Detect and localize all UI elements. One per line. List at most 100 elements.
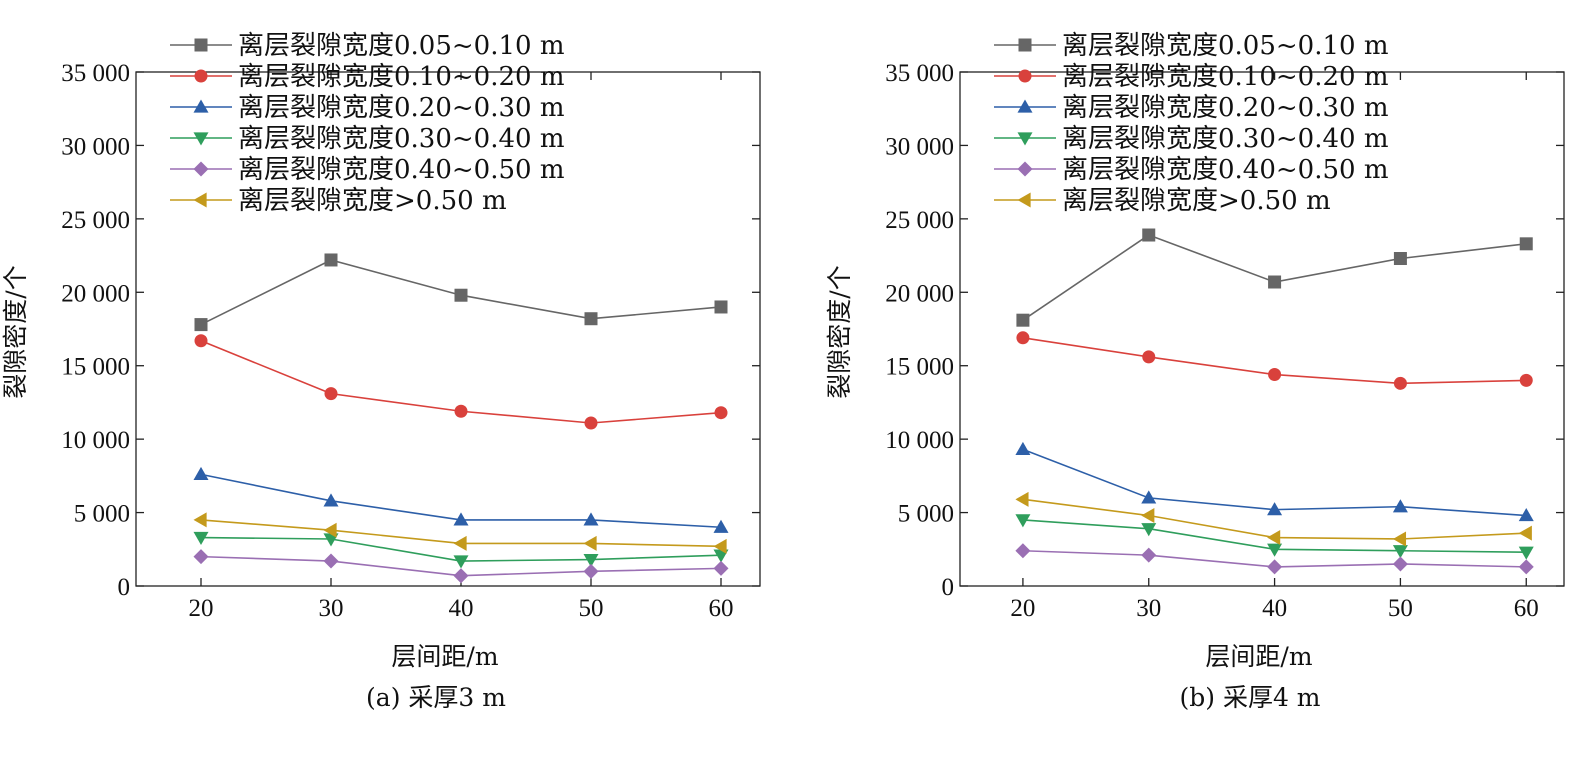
data-point [713,549,729,563]
y-tick-label: 15 000 [61,354,130,381]
y-tick-label: 15 000 [885,354,954,381]
legend-marker [1018,69,1032,83]
series-1 [1016,228,1533,327]
legend-label: 离层裂隙宽度0.20~0.30 m [238,93,565,123]
legend-item: 离层裂隙宽度0.40~0.50 m [994,155,1389,185]
x-tick-label: 50 [1388,595,1413,622]
data-point [1518,525,1532,541]
legend-label: 离层裂隙宽度>0.50 m [238,186,507,216]
legend-item: 离层裂隙宽度0.20~0.30 m [170,93,565,123]
data-point [323,533,339,547]
data-point [1016,313,1030,327]
chart-panel-b: 0 5 000 10 000 15 000 20 000 25 000 30 000 35 0… [825,31,1565,712]
y-tick-label: 10 000 [61,427,130,454]
data-point [1267,530,1281,546]
legend-label: 离层裂隙宽度>0.50 m [1062,186,1331,216]
y-tick-label: 0 [942,574,955,601]
chart-panel-a: 0 5 000 10 000 15 000 20 000 25 000 30 000 35 0… [1,31,761,712]
legend-label: 离层裂隙宽度0.30~0.40 m [238,124,565,154]
data-point [584,312,598,326]
y-tick-label: 30 000 [61,133,130,160]
data-point [714,300,728,314]
data-point [323,522,337,538]
data-point [193,531,209,546]
y-tick-label: 25 000 [885,207,954,234]
series-4 [1015,514,1534,560]
series-3 [193,466,729,533]
data-point [1016,331,1030,345]
data-point [193,549,209,565]
data-point [1518,508,1534,522]
data-point [1015,441,1031,456]
data-point [454,288,468,302]
y-tick-label: 20 000 [885,280,954,307]
series-6 [193,512,727,554]
data-point [194,318,208,332]
legend-marker [1018,38,1032,52]
y-tick-label: 0 [118,574,131,601]
y-tick-label: 25 000 [61,207,130,234]
legend-marker [1017,192,1031,208]
y-tick-label: 35 000 [61,60,130,87]
data-point [584,416,598,430]
x-tick-label: 60 [709,595,734,622]
data-point [713,560,729,576]
data-point [1392,531,1407,547]
legend-label: 离层裂隙宽度0.10~0.20 m [238,62,565,92]
legend-label: 离层裂隙宽度0.40~0.50 m [238,155,565,185]
data-point [1519,373,1533,387]
data-point [1393,252,1407,266]
data-point [1142,350,1156,364]
legend-marker [1017,161,1033,177]
data-point [1393,376,1407,390]
data-point [1015,491,1029,507]
y-tick-label: 30 000 [885,133,954,160]
legend-item: 离层裂隙宽度0.10~0.20 m [170,62,565,92]
x-tick-label: 50 [579,595,604,622]
data-point [1015,514,1031,528]
legend-item: 离层裂隙宽度0.30~0.40 m [994,124,1389,154]
legend-item: 离层裂隙宽度0.40~0.50 m [170,155,565,185]
legend-item: 离层裂隙宽度0.20~0.30 m [994,93,1389,123]
data-point [194,334,208,348]
series-1 [194,253,728,332]
data-point [453,512,469,526]
x-tick-label: 30 [319,595,344,622]
data-point [583,535,597,551]
data-point [713,519,729,533]
data-point [1392,545,1408,559]
series-5 [193,549,729,584]
data-point [1141,490,1157,504]
y-tick-label: 10 000 [885,427,954,454]
legend-marker [193,132,209,146]
data-point [1519,237,1533,251]
legend-item: 离层裂隙宽度0.10~0.20 m [994,62,1389,92]
legend-label: 离层裂隙宽度0.05~0.10 m [238,31,565,61]
series-4 [193,531,729,569]
series-6 [1015,491,1532,547]
data-point [1015,543,1031,559]
data-point [323,493,339,507]
legend-marker [193,192,207,208]
data-point [1268,275,1282,289]
data-point [1392,499,1408,513]
y-tick-label: 5 000 [898,501,954,528]
x-tick-label: 60 [1514,595,1539,622]
legend-item: 离层裂隙宽度0.05~0.10 m [994,31,1389,61]
data-point [1267,502,1283,516]
legend-label: 离层裂隙宽度0.20~0.30 m [1062,93,1389,123]
y-axis-title: 裂隙密度/个 [825,265,854,398]
y-tick-label: 35 000 [885,60,954,87]
series-2 [1016,331,1533,390]
legend-marker [194,38,208,52]
data-point [583,512,599,526]
legend-label: 离层裂隙宽度0.05~0.10 m [1062,31,1389,61]
legend-item: 离层裂隙宽度0.05~0.10 m [170,31,565,61]
data-point [1392,556,1408,572]
y-tick-label: 20 000 [61,280,130,307]
data-point [324,253,338,267]
legend-marker [193,161,209,177]
